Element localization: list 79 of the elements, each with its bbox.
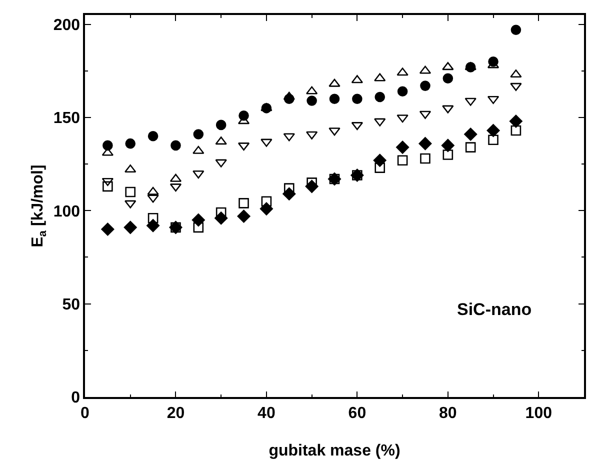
point	[193, 222, 204, 233]
y-tick-label: 0	[71, 390, 80, 407]
point	[374, 73, 386, 82]
point	[373, 154, 386, 167]
point	[464, 98, 476, 106]
x-tick-label: 40	[258, 404, 276, 422]
x-axis-title: gubitak mase (%)	[268, 442, 400, 460]
point	[261, 196, 272, 206]
point	[192, 213, 205, 226]
point	[283, 133, 295, 142]
x-tick-label: 80	[439, 404, 457, 422]
point	[442, 62, 454, 70]
point	[464, 128, 478, 141]
point	[102, 140, 113, 151]
point	[396, 68, 408, 76]
point	[510, 125, 522, 136]
point	[284, 183, 294, 194]
point	[260, 202, 273, 216]
point	[282, 187, 296, 200]
point	[306, 96, 317, 106]
y-tick-label: 200	[53, 16, 80, 34]
point	[442, 150, 454, 160]
point	[214, 212, 228, 225]
point	[397, 86, 408, 97]
point	[509, 114, 522, 128]
point	[124, 220, 137, 234]
x-tick-label: 100	[525, 404, 552, 422]
point	[216, 120, 226, 130]
point	[102, 181, 113, 192]
point	[510, 69, 522, 78]
point	[374, 162, 386, 173]
point	[170, 140, 181, 151]
point	[193, 129, 204, 140]
point	[283, 92, 295, 100]
point	[420, 153, 430, 164]
y-tick-label: 50	[62, 296, 80, 314]
point	[146, 219, 160, 232]
point	[305, 180, 318, 193]
point	[328, 78, 340, 87]
point	[329, 94, 340, 104]
annotation: SiC-nano	[457, 300, 532, 319]
point	[237, 210, 250, 223]
point	[442, 105, 454, 114]
point	[510, 24, 522, 36]
x-tick-label: 20	[166, 404, 185, 422]
point	[488, 134, 498, 145]
point	[260, 138, 272, 147]
point	[374, 92, 386, 102]
point	[510, 82, 522, 91]
point	[442, 73, 454, 84]
point	[125, 138, 136, 149]
point	[147, 194, 159, 203]
x-tick-label: 60	[348, 404, 366, 422]
point	[486, 124, 500, 138]
point	[420, 80, 430, 91]
point	[148, 212, 158, 224]
y-tick-label: 150	[53, 110, 80, 128]
point	[192, 170, 204, 179]
point	[238, 198, 249, 208]
point	[465, 142, 476, 152]
point	[147, 186, 159, 195]
point	[101, 222, 114, 236]
point	[418, 137, 432, 150]
point	[192, 146, 204, 154]
point	[396, 140, 410, 154]
point	[125, 186, 136, 198]
point	[328, 128, 340, 136]
y-tick-label: 100	[53, 203, 80, 220]
point	[215, 159, 227, 168]
point	[352, 94, 362, 104]
point	[441, 138, 454, 152]
point	[374, 118, 386, 126]
point	[397, 155, 408, 166]
point	[215, 136, 227, 145]
point	[216, 207, 226, 218]
point	[124, 164, 136, 173]
point	[148, 130, 158, 142]
point	[396, 114, 408, 123]
point	[124, 200, 136, 208]
